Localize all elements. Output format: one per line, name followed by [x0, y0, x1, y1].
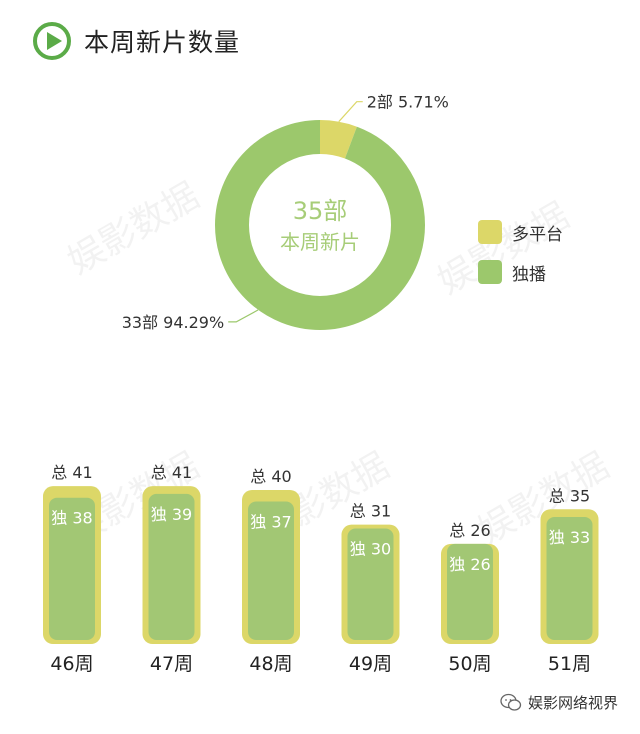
bar-exclusive-label: 独 26: [449, 555, 490, 574]
bar-exclusive-label: 独 37: [250, 513, 291, 532]
play-icon: [33, 22, 71, 60]
donut-center-label: 本周新片: [280, 230, 360, 254]
bar-exclusive-label: 独 38: [51, 509, 92, 528]
donut-center-value: 35部: [293, 197, 348, 225]
footer: 娱影网络视界: [500, 692, 618, 713]
legend-item-multi-platform: 多平台: [478, 218, 563, 246]
leader-line: [338, 101, 363, 123]
bar-exclusive: [49, 497, 95, 640]
bar-exclusive-label: 独 39: [151, 505, 192, 524]
bar-exclusive: [447, 543, 493, 640]
bar-exclusive: [148, 493, 195, 640]
legend-item-exclusive: 独播: [478, 258, 563, 286]
bar-week-label: 49周: [349, 653, 392, 675]
bar-week-label: 48周: [249, 653, 292, 675]
bar-week-label: 50周: [448, 653, 491, 675]
page-title: 本周新片数量: [84, 28, 241, 57]
bar-total-label: 总 31: [350, 502, 391, 521]
bar-total-label: 总 40: [250, 467, 291, 486]
wechat-icon: [500, 693, 522, 711]
bar-week-label: 51周: [548, 653, 591, 675]
bar-total-label: 总 35: [549, 486, 590, 505]
legend: 多平台 独播: [478, 218, 563, 298]
legend-label: 多平台: [512, 224, 563, 245]
bar-exclusive: [347, 528, 394, 640]
legend-label: 独播: [512, 264, 546, 285]
donut-slice-1: [215, 120, 425, 330]
legend-swatch: [478, 260, 502, 284]
bar-exclusive: [248, 501, 294, 640]
section-header: 本周新片数量: [32, 18, 240, 64]
bar-week-label: 46周: [50, 653, 93, 675]
bar-total-label: 总 41: [51, 463, 92, 482]
bar-exclusive: [546, 516, 593, 640]
weekly-bar-chart: 总 41 独 38 46周 总 41 独 39 47周 总 40 独 37 48周 总 31 独 3…: [43, 463, 599, 675]
slice-label: 2部 5.71%: [367, 93, 449, 112]
bar-total-label: 总 41: [151, 463, 192, 482]
bar-total-label: 总 26: [449, 521, 490, 540]
leader-line: [228, 309, 259, 323]
slice-label: 33部 94.29%: [122, 313, 224, 332]
bar-exclusive-label: 独 33: [549, 528, 590, 547]
legend-swatch: [478, 220, 502, 244]
bar-week-label: 47周: [150, 653, 193, 675]
bar-exclusive-label: 独 30: [350, 540, 391, 559]
footer-account-name: 娱影网络视界: [527, 694, 618, 712]
